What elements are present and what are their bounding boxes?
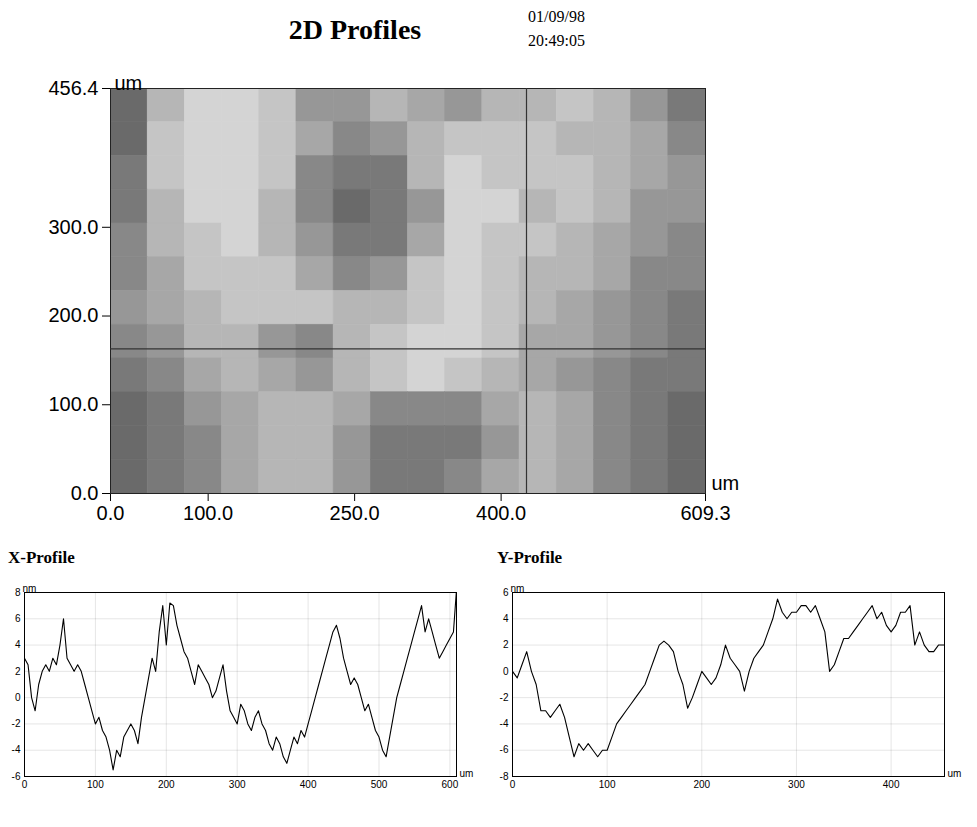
svg-text:400: 400 xyxy=(300,779,317,790)
svg-text:um: um xyxy=(948,768,962,779)
svg-text:0: 0 xyxy=(503,666,509,677)
svg-text:500: 500 xyxy=(371,779,388,790)
svg-text:609.3: 609.3 xyxy=(680,502,730,524)
svg-text:300: 300 xyxy=(229,779,246,790)
svg-text:4: 4 xyxy=(503,613,509,624)
html-text:20:49:05: 20:49:05 xyxy=(528,32,585,49)
svg-text:600: 600 xyxy=(442,779,459,790)
svg-text:4: 4 xyxy=(15,639,21,650)
svg-text:0: 0 xyxy=(15,692,21,703)
svg-text:100: 100 xyxy=(87,779,104,790)
svg-text:100.0: 100.0 xyxy=(183,502,233,524)
svg-text:-2: -2 xyxy=(500,692,509,703)
svg-text:2: 2 xyxy=(15,666,21,677)
svg-text:2: 2 xyxy=(503,639,509,650)
svg-text:300: 300 xyxy=(788,779,805,790)
svg-text:8: 8 xyxy=(15,587,21,598)
svg-text:-4: -4 xyxy=(500,718,509,729)
svg-text:400: 400 xyxy=(883,779,900,790)
svg-text:um: um xyxy=(115,72,143,94)
svg-text:0: 0 xyxy=(22,779,28,790)
svg-text:6: 6 xyxy=(503,587,509,598)
svg-text:nm: nm xyxy=(511,583,525,594)
svg-text:um: um xyxy=(460,768,474,779)
svg-text:-6: -6 xyxy=(12,771,21,782)
svg-text:400.0: 400.0 xyxy=(476,502,526,524)
html-text:X-Profile: X-Profile xyxy=(8,548,75,567)
svg-text:-2: -2 xyxy=(12,718,21,729)
svg-text:100.0: 100.0 xyxy=(48,393,98,415)
svg-text:456.4: 456.4 xyxy=(48,77,98,99)
svg-text:200: 200 xyxy=(158,779,175,790)
svg-text:-4: -4 xyxy=(12,744,21,755)
svg-text:0.0: 0.0 xyxy=(71,482,99,504)
svg-text:300.0: 300.0 xyxy=(48,216,98,238)
html-text:2D Profiles: 2D Profiles xyxy=(288,14,422,45)
svg-text:um: um xyxy=(712,472,740,494)
svg-text:250.0: 250.0 xyxy=(330,502,380,524)
svg-text:6: 6 xyxy=(15,613,21,624)
svg-text:0.0: 0.0 xyxy=(97,502,125,524)
html-text:Y-Profile: Y-Profile xyxy=(497,548,563,567)
svg-text:200.0: 200.0 xyxy=(48,304,98,326)
svg-text:-8: -8 xyxy=(500,771,509,782)
svg-text:nm: nm xyxy=(23,583,37,594)
svg-text:-6: -6 xyxy=(500,744,509,755)
svg-text:200: 200 xyxy=(693,779,710,790)
html-text:01/09/98: 01/09/98 xyxy=(528,8,585,25)
svg-text:0: 0 xyxy=(510,779,516,790)
svg-text:100: 100 xyxy=(599,779,616,790)
